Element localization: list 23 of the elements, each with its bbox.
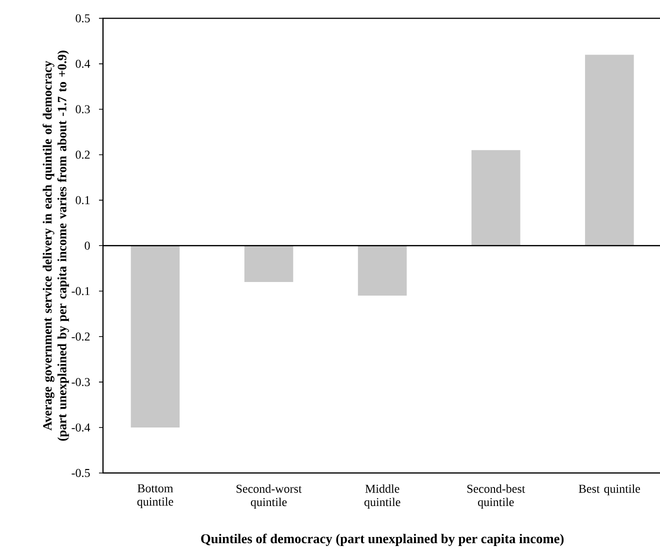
y-tick-label: 0 <box>84 242 90 250</box>
y-axis-title: Average government service delivery in each quintile of democracy (part unexplained by per capita income varies from about -1.7 to +0.9) <box>42 50 69 441</box>
x-tick-label: Second-worst quintile <box>236 484 302 509</box>
x-axis-title: Quintiles of democracy (part unexplained by per capita income) <box>201 534 564 546</box>
x-tick-label: Best quintile <box>578 484 640 496</box>
y-tick-label: 0.2 <box>76 150 90 159</box>
y-tick-label: -0.2 <box>72 332 90 341</box>
x-tick-label: Second-best quintile <box>467 484 526 509</box>
x-tick-label: Bottom quintile <box>137 484 174 508</box>
y-tick-label: -0.4 <box>72 423 90 432</box>
y-tick-label: -0.5 <box>72 468 90 478</box>
y-tick-label: 0.5 <box>76 14 90 22</box>
y-tick-label: 0.3 <box>76 105 90 114</box>
bar <box>358 246 407 296</box>
y-tick-label: 0.4 <box>76 60 90 68</box>
y-tick-label: 0.1 <box>76 196 90 204</box>
bar <box>244 246 294 282</box>
x-tick-label: Middle quintile <box>364 484 400 509</box>
y-tick-label: -0.3 <box>72 378 90 386</box>
bar <box>130 246 180 428</box>
y-tick-label: -0.1 <box>72 287 90 296</box>
bar <box>471 150 520 246</box>
bar <box>585 54 634 246</box>
